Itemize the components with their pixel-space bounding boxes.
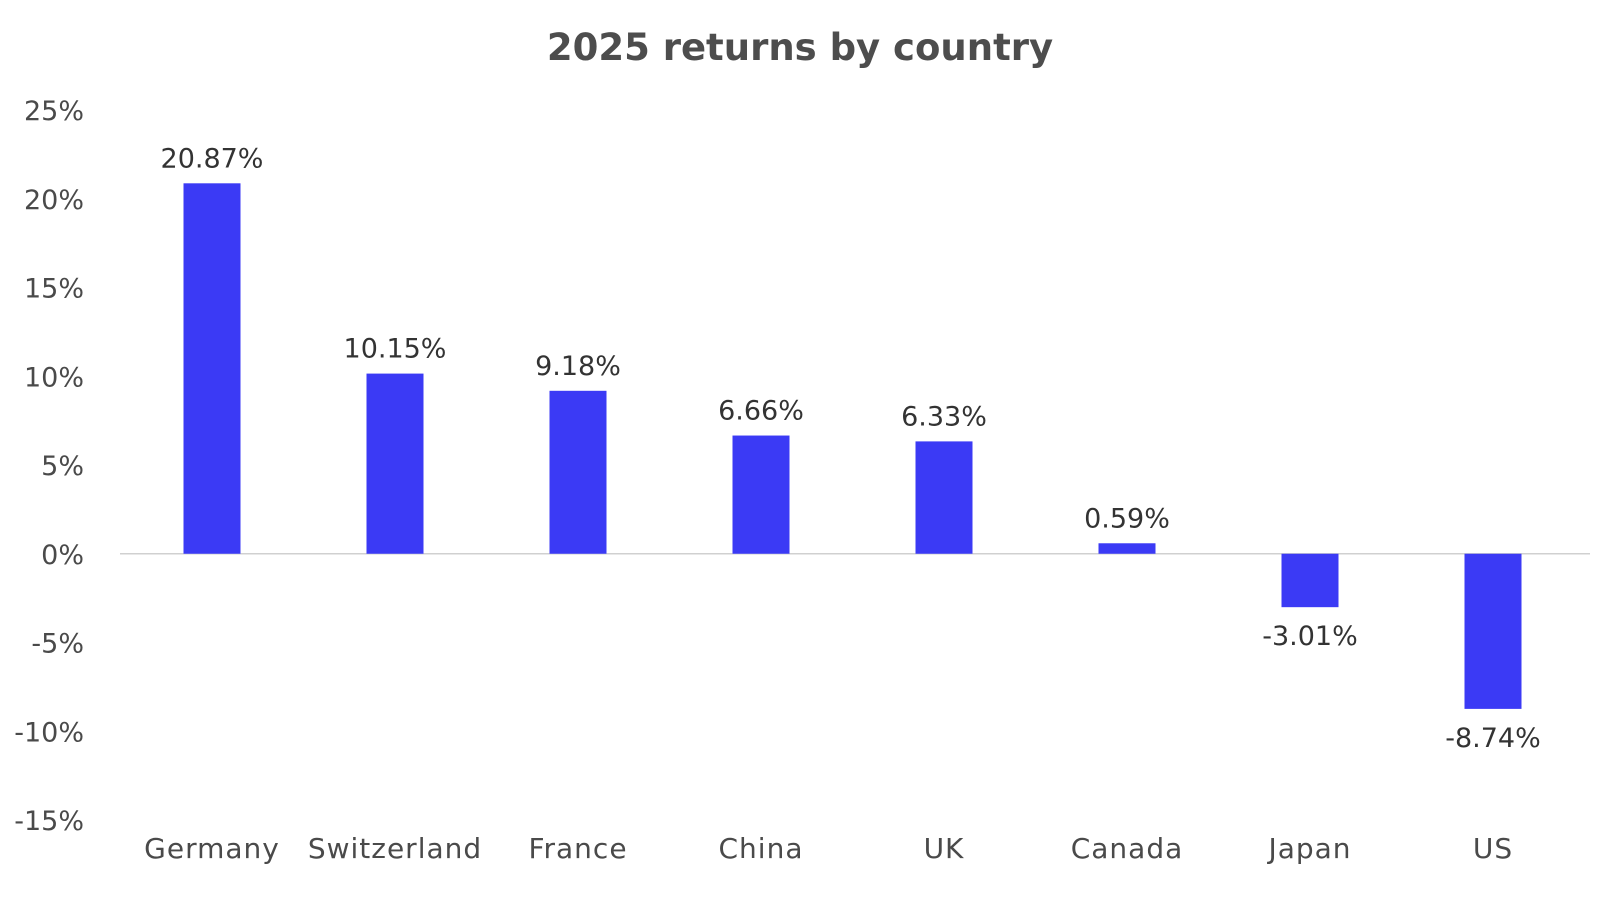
data-labels-group: 20.87% 10.15% 9.18% 6.66% 6.33% 0.59% -3.01% -8… — [161, 143, 1541, 754]
x-tick-label: China — [719, 832, 804, 865]
bar-japan — [1281, 553, 1339, 608]
x-tick-label: US — [1473, 832, 1513, 865]
data-label: -8.74% — [1445, 723, 1541, 754]
x-tick-label: Switzerland — [308, 832, 482, 865]
data-label: 0.59% — [1084, 503, 1170, 534]
y-tick-label: 25% — [24, 96, 84, 127]
data-label: 10.15% — [344, 334, 447, 365]
x-tick-label: Japan — [1266, 832, 1351, 865]
data-label: 6.33% — [901, 401, 987, 432]
data-label: 20.87% — [161, 143, 264, 174]
y-tick-label: -10% — [14, 717, 84, 748]
y-tick-label: 10% — [24, 362, 84, 393]
data-label: -3.01% — [1262, 621, 1358, 652]
x-tick-label: UK — [924, 832, 965, 865]
y-tick-label: -15% — [14, 806, 84, 837]
bar-china — [732, 435, 790, 554]
data-label: 9.18% — [535, 351, 621, 382]
x-axis: Germany Switzerland France China UK Canada Jap… — [144, 832, 1513, 865]
bar-switzerland — [366, 373, 424, 554]
y-tick-label: 5% — [41, 451, 84, 482]
y-tick-label: -5% — [31, 629, 84, 660]
x-tick-label: France — [528, 832, 627, 865]
data-label: 6.66% — [718, 396, 804, 427]
bar-germany — [183, 183, 241, 554]
bar-france — [549, 390, 607, 554]
bar-uk — [915, 441, 973, 554]
bars-group — [183, 183, 1522, 709]
x-tick-label: Canada — [1071, 832, 1184, 865]
y-tick-label: 0% — [41, 540, 84, 571]
y-axis: 25% 20% 15% 10% 5% 0% -5% -10% -15% — [14, 96, 84, 837]
bar-canada — [1098, 543, 1156, 554]
x-tick-label: Germany — [144, 832, 280, 865]
y-tick-label: 20% — [24, 185, 84, 216]
y-tick-label: 15% — [24, 274, 84, 305]
bar-us — [1464, 553, 1522, 709]
chart-title: 2025 returns by country — [547, 26, 1053, 69]
